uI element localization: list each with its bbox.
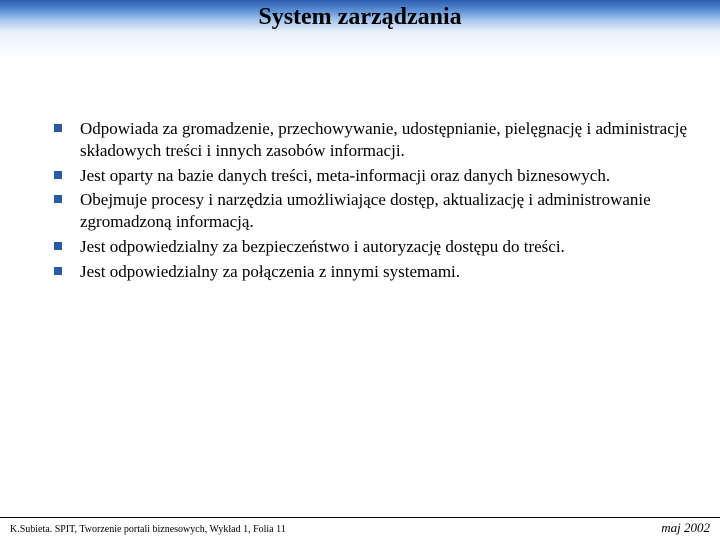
footer: K.Subieta. SPIT, Tworzenie portali bizne… [0, 517, 720, 540]
list-item: Jest odpowiedzialny za bezpieczeństwo i … [54, 236, 702, 258]
list-item: Jest oparty na bazie danych treści, meta… [54, 165, 702, 187]
list-item: Odpowiada za gromadzenie, przechowywanie… [54, 118, 702, 162]
header-gradient: System zarządzania [0, 0, 720, 58]
footer-right-text: maj 2002 [661, 520, 710, 536]
content-area: Odpowiada za gromadzenie, przechowywanie… [0, 58, 720, 282]
list-item: Jest odpowiedzialny za połączenia z inny… [54, 261, 702, 283]
footer-left-text: K.Subieta. SPIT, Tworzenie portali bizne… [10, 524, 286, 535]
page-title: System zarządzania [258, 4, 461, 31]
bullet-list: Odpowiada za gromadzenie, przechowywanie… [54, 118, 702, 282]
list-item: Obejmuje procesy i narzędzia umożliwiają… [54, 189, 702, 233]
